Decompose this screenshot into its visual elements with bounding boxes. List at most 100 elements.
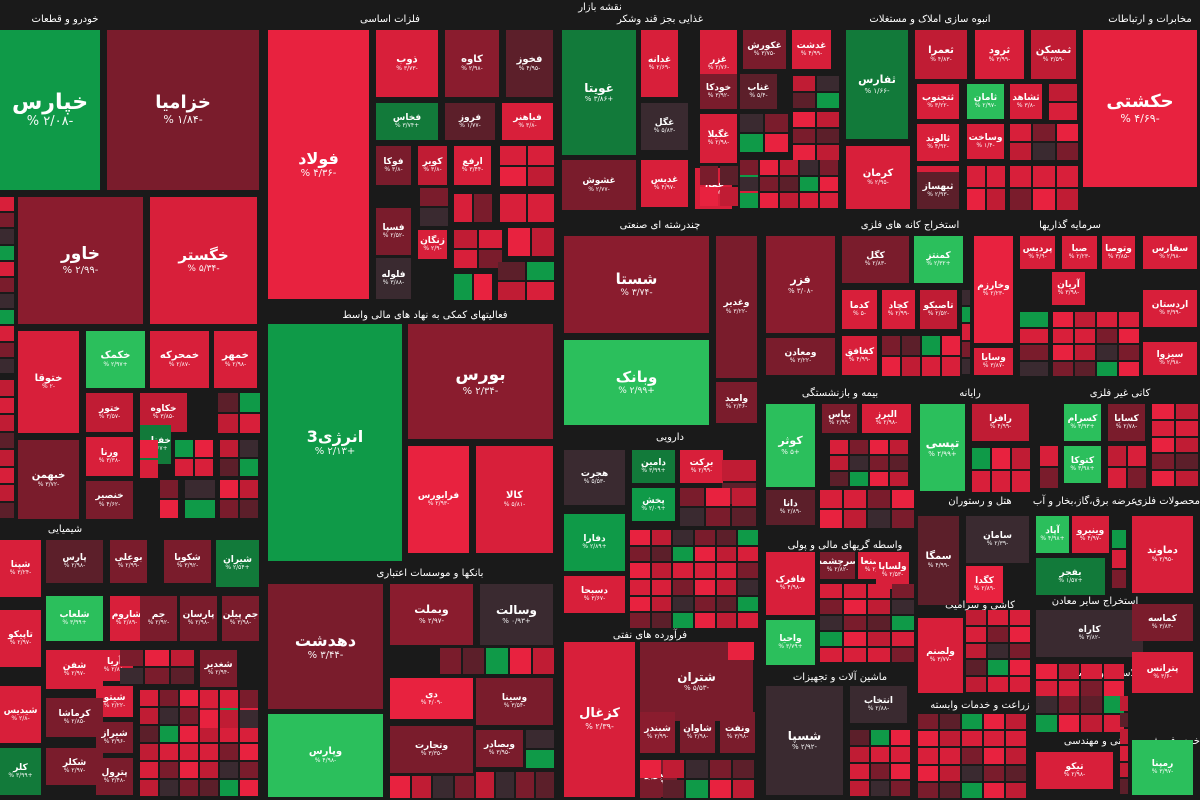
stock-tile[interactable]: دی -۴/۰۹ % [390,678,473,719]
filler-tile[interactable] [1081,681,1102,696]
filler-tile[interactable] [180,744,198,760]
filler-tile[interactable] [817,145,839,160]
filler-tile[interactable] [793,145,815,160]
filler-tile[interactable] [0,432,14,448]
filler-tile[interactable] [1020,328,1048,343]
filler-tile[interactable] [850,456,868,470]
filler-tile[interactable] [1075,312,1095,327]
filler-tile[interactable] [962,714,982,730]
filler-tile[interactable] [740,114,763,132]
filler-tile[interactable] [820,648,842,662]
stock-tile[interactable]: بوعلی -۲/۹۹ % [110,540,147,583]
stock-tile[interactable]: ذوب -۳/۷۳ % [376,30,438,97]
stock-tile[interactable]: ارفع -۳/۴۴ % [454,146,491,185]
filler-tile[interactable] [695,563,715,578]
filler-tile[interactable] [140,762,158,778]
filler-tile[interactable] [1152,404,1174,419]
stock-tile[interactable]: دانا -۲/۸۹ % [766,490,815,525]
filler-tile[interactable] [1010,166,1032,187]
filler-tile[interactable] [1020,361,1048,376]
filler-tile[interactable] [160,500,178,518]
filler-tile[interactable] [673,563,693,578]
filler-tile[interactable] [1120,696,1128,711]
filler-tile[interactable] [180,780,198,796]
filler-tile[interactable] [732,508,756,526]
filler-tile[interactable] [0,358,14,373]
filler-tile[interactable] [195,459,213,476]
stock-tile[interactable]: کوثر +۵ % [766,404,815,487]
filler-tile[interactable] [220,780,238,796]
filler-tile[interactable] [1056,166,1078,187]
filler-tile[interactable] [817,93,839,108]
filler-tile[interactable] [870,456,888,470]
filler-tile[interactable] [820,490,842,508]
stock-tile[interactable]: کویر -۳/۸ % [418,146,447,185]
stock-tile[interactable]: کفافق -۴/۹۹ % [842,336,877,375]
filler-tile[interactable] [200,710,218,728]
stock-tile[interactable]: خمهر -۲/۹۸ % [214,331,257,388]
stock-tile[interactable]: کاراه -۳/۸۲ % [1036,610,1143,657]
stock-tile[interactable]: پترول -۳/۴۸ % [96,758,133,795]
filler-tile[interactable] [1152,454,1174,470]
stock-tile[interactable]: فلوله -۳/۸۸ % [376,258,411,299]
filler-tile[interactable] [140,460,158,478]
filler-tile[interactable] [1020,312,1048,327]
filler-tile[interactable] [140,726,158,742]
stock-tile[interactable]: کاوه -۲/۹۸ % [445,30,499,97]
filler-tile[interactable] [630,613,650,628]
stock-tile[interactable]: خگستر -۵/۳۴ % [150,197,257,324]
filler-tile[interactable] [870,472,888,486]
filler-tile[interactable] [1176,404,1198,419]
filler-tile[interactable] [1033,166,1055,187]
filler-tile[interactable] [882,357,900,376]
filler-tile[interactable] [474,274,492,300]
filler-tile[interactable] [793,93,815,108]
filler-tile[interactable] [890,456,908,470]
filler-tile[interactable] [800,176,818,192]
filler-tile[interactable] [738,613,758,628]
filler-tile[interactable] [740,193,758,208]
filler-tile[interactable] [940,731,960,747]
stock-tile[interactable]: ثامان -۲/۹۷ % [967,84,1004,119]
filler-tile[interactable] [817,112,839,127]
filler-tile[interactable] [420,208,448,226]
filler-tile[interactable] [850,440,868,454]
stock-tile[interactable]: تپسی +۲/۹۹ % [920,404,965,491]
stock-tile[interactable]: اردستان -۳/۹۹ % [1143,290,1197,327]
filler-tile[interactable] [160,744,178,760]
stock-tile[interactable]: کگدا -۲/۸۹ % [966,566,1003,603]
filler-tile[interactable] [988,626,1008,642]
filler-tile[interactable] [680,508,704,526]
filler-tile[interactable] [140,708,158,724]
filler-tile[interactable] [940,748,960,764]
filler-tile[interactable] [760,160,778,175]
filler-tile[interactable] [0,326,14,341]
filler-tile[interactable] [695,546,715,562]
stock-tile[interactable]: کتوکا +۳/۹۸ % [1064,446,1101,483]
filler-tile[interactable] [240,414,260,433]
filler-tile[interactable] [1120,762,1128,778]
filler-tile[interactable] [868,490,890,508]
filler-tile[interactable] [844,584,866,598]
filler-tile[interactable] [496,772,514,798]
stock-tile[interactable]: ختوقا -۲ % [18,331,79,433]
filler-tile[interactable] [1058,664,1079,679]
filler-tile[interactable] [0,485,14,501]
filler-tile[interactable] [0,261,14,276]
filler-tile[interactable] [738,530,758,545]
filler-tile[interactable] [0,310,14,325]
filler-tile[interactable] [1058,681,1079,696]
stock-tile[interactable]: شاوان -۲/۹۸ % [680,712,715,753]
stock-tile[interactable]: کسرام +۳/۹۳ % [1064,404,1101,441]
filler-tile[interactable] [1058,715,1079,732]
filler-tile[interactable] [140,744,158,760]
stock-tile[interactable]: شفن -۲/۹۷ % [46,650,103,689]
filler-tile[interactable] [962,341,970,357]
filler-tile[interactable] [962,307,970,323]
filler-tile[interactable] [526,730,554,748]
stock-tile[interactable]: خنصیر -۴/۶۲ % [86,481,133,519]
filler-tile[interactable] [738,580,758,595]
filler-tile[interactable] [527,282,554,300]
filler-tile[interactable] [1010,124,1032,141]
filler-tile[interactable] [830,440,848,454]
